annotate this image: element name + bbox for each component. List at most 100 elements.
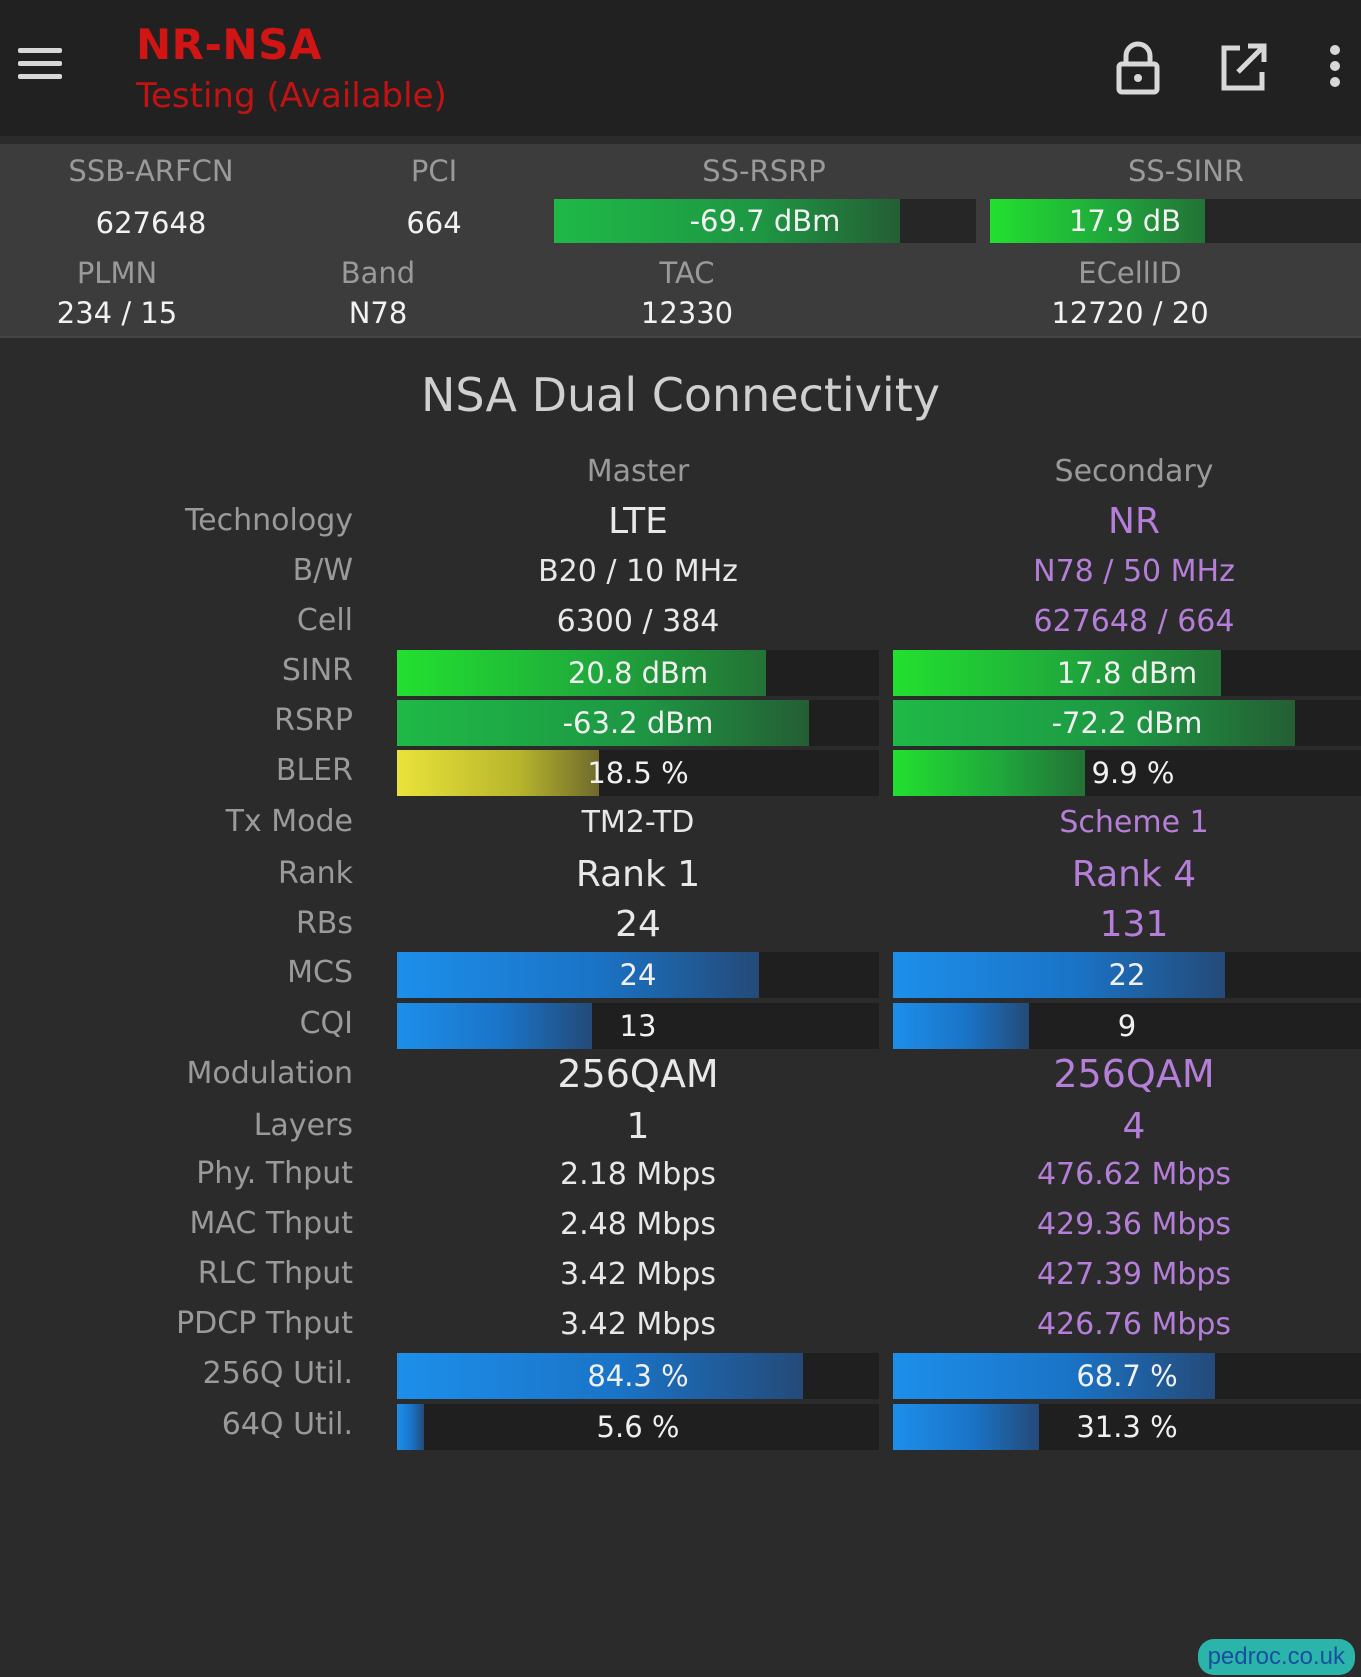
- sinr-secondary-fill: [893, 650, 1221, 696]
- util-256q-secondary-value: 68.7 %: [1076, 1359, 1178, 1393]
- master-column-header: Master: [586, 454, 690, 489]
- section-title: NSA Dual Connectivity: [421, 368, 940, 422]
- cqi-label: CQI: [299, 1006, 353, 1041]
- bler-master-fill: [397, 750, 600, 796]
- rsrp-master-value: -63.2 dBm: [562, 706, 714, 740]
- serving-cell-summary: SSB-ARFCN 627648 PCI 664 SS-RSRP -69.7 d…: [0, 144, 1361, 338]
- pdcp-thput-label: PDCP Thput: [176, 1306, 353, 1341]
- cell-label: Cell: [296, 603, 353, 638]
- rsrp-secondary-fill: [893, 700, 1296, 746]
- mac-thput-label: MAC Thput: [189, 1206, 353, 1241]
- menu-icon[interactable]: [18, 48, 62, 80]
- secondary-column-header: Secondary: [1054, 454, 1214, 489]
- mcs-secondary-fill: [893, 952, 1226, 998]
- rsrp-secondary-value: -72.2 dBm: [1051, 706, 1203, 740]
- app-bar: NR-NSA Testing (Available): [0, 0, 1361, 136]
- ss-rsrp-value: -69.7 dBm: [689, 204, 841, 238]
- cqi-secondary-bar: 9: [893, 1003, 1361, 1049]
- layers-master-value: 1: [626, 1105, 650, 1147]
- util-256q-label: 256Q Util.: [202, 1356, 353, 1391]
- bler-label: BLER: [275, 753, 353, 788]
- tac-label: TAC: [659, 256, 715, 290]
- band-label: Band: [340, 256, 416, 290]
- bler-secondary-fill: [893, 750, 1085, 796]
- util-256q-master-value: 84.3 %: [587, 1359, 689, 1393]
- sinr-label: SINR: [281, 653, 353, 688]
- bler-secondary-value: 9.9 %: [1091, 756, 1175, 790]
- ss-rsrp-fill: [554, 199, 901, 243]
- cqi-secondary-fill: [893, 1003, 1029, 1049]
- cqi-secondary-value: 9: [1117, 1009, 1137, 1043]
- bw-label: B/W: [292, 553, 353, 588]
- app-subtitle: Testing (Available): [136, 76, 447, 116]
- layers-label: Layers: [253, 1108, 353, 1143]
- sinr-master-value: 20.8 dBm: [567, 656, 709, 690]
- phy-thput-secondary-value: 476.62 Mbps: [1036, 1157, 1232, 1193]
- rlc-thput-master-value: 3.42 Mbps: [560, 1257, 716, 1293]
- phy-thput-master-value: 2.18 Mbps: [560, 1157, 716, 1193]
- mcs-label: MCS: [287, 955, 353, 990]
- sinr-master-fill: [397, 650, 766, 696]
- rlc-thput-secondary-value: 427.39 Mbps: [1036, 1257, 1232, 1293]
- ss-sinr-value: 17.9 dB: [1068, 204, 1182, 238]
- ecellid-value: 12720 / 20: [1051, 296, 1209, 330]
- util-64q-secondary-bar: 31.3 %: [893, 1404, 1361, 1450]
- bler-master-bar: 18.5 %: [397, 750, 879, 796]
- open-in-new-icon[interactable]: [1218, 40, 1270, 96]
- technology-secondary-value: NR: [1108, 500, 1160, 542]
- app-title: NR-NSA: [136, 20, 322, 69]
- lock-icon[interactable]: [1112, 40, 1164, 96]
- sinr-master-bar: 20.8 dBm: [397, 650, 879, 696]
- mcs-master-bar: 24: [397, 952, 879, 998]
- rank-master-value: Rank 1: [575, 853, 701, 895]
- plmn-label: PLMN: [76, 256, 158, 290]
- sinr-secondary-bar: 17.8 dBm: [893, 650, 1361, 696]
- tx-mode-master-value: TM2-TD: [581, 805, 695, 841]
- rank-label: Rank: [278, 856, 353, 891]
- rbs-label: RBs: [295, 906, 353, 941]
- rank-secondary-value: Rank 4: [1071, 853, 1197, 895]
- bler-secondary-bar: 9.9 %: [893, 750, 1361, 796]
- tx-mode-label: Tx Mode: [225, 804, 353, 839]
- util-64q-master-fill: [397, 1404, 424, 1450]
- modulation-master-value: 256QAM: [557, 1052, 719, 1097]
- rsrp-master-fill: [397, 700, 810, 746]
- mac-thput-master-value: 2.48 Mbps: [560, 1207, 716, 1243]
- mcs-secondary-bar: 22: [893, 952, 1361, 998]
- pci-value: 664: [406, 206, 462, 240]
- sinr-secondary-value: 17.8 dBm: [1056, 656, 1198, 690]
- layers-secondary-value: 4: [1122, 1105, 1146, 1147]
- bler-master-value: 18.5 %: [587, 756, 689, 790]
- modulation-secondary-value: 256QAM: [1053, 1052, 1215, 1097]
- mcs-secondary-value: 22: [1108, 958, 1146, 992]
- pci-label: PCI: [410, 154, 458, 188]
- mcs-master-fill: [397, 952, 759, 998]
- ss-rsrp-bar: -69.7 dBm: [554, 199, 976, 243]
- rlc-thput-label: RLC Thput: [197, 1256, 353, 1291]
- ss-rsrp-label: SS-RSRP: [702, 154, 826, 188]
- util-64q-label: 64Q Util.: [221, 1407, 353, 1442]
- ss-sinr-fill: [990, 199, 1206, 243]
- ss-sinr-bar: 17.9 dB: [990, 199, 1361, 243]
- ssb-arfcn-value: 627648: [95, 206, 207, 240]
- pdcp-thput-secondary-value: 426.76 Mbps: [1036, 1307, 1232, 1343]
- cell-secondary-value: 627648 / 664: [1033, 604, 1235, 640]
- util-256q-secondary-bar: 68.7 %: [893, 1353, 1361, 1399]
- util-256q-master-bar: 84.3 %: [397, 1353, 879, 1399]
- technology-label: Technology: [184, 503, 353, 538]
- rbs-master-value: 24: [615, 903, 661, 945]
- more-vert-icon[interactable]: [1318, 40, 1352, 96]
- technology-master-value: LTE: [608, 500, 668, 542]
- phy-thput-label: Phy. Thput: [196, 1156, 353, 1191]
- plmn-value: 234 / 15: [56, 296, 178, 330]
- band-value: N78: [348, 296, 408, 330]
- rbs-secondary-value: 131: [1099, 903, 1169, 945]
- cqi-master-bar: 13: [397, 1003, 879, 1049]
- modulation-label: Modulation: [186, 1056, 353, 1091]
- util-256q-master-fill: [397, 1353, 804, 1399]
- watermark: pedroc.co.uk: [1197, 1639, 1355, 1675]
- util-256q-secondary-fill: [893, 1353, 1215, 1399]
- cqi-master-value: 13: [619, 1009, 657, 1043]
- util-64q-master-bar: 5.6 %: [397, 1404, 879, 1450]
- util-64q-master-value: 5.6 %: [596, 1410, 680, 1444]
